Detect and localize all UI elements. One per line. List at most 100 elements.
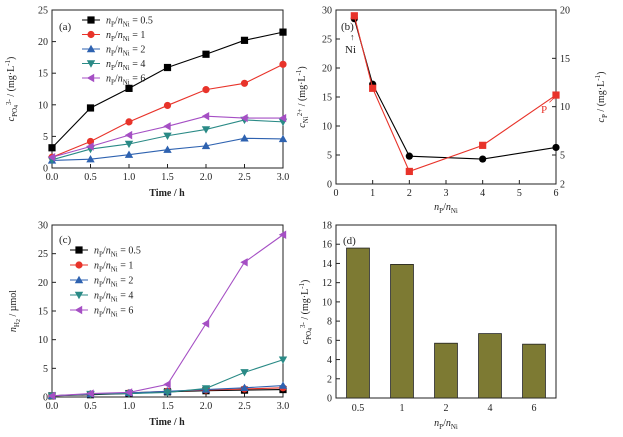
panel-b-right-y-tick-label: 5 bbox=[560, 151, 565, 162]
panel-b-point-ni bbox=[552, 143, 560, 152]
panel-a-point bbox=[86, 104, 95, 112]
panel-d-x-tick-label: 0.5 bbox=[352, 403, 365, 414]
panel-a-y-tick-label: 0 bbox=[43, 164, 48, 175]
panel-c-y-tick-label: 30 bbox=[38, 221, 48, 232]
panel-c-point bbox=[240, 369, 249, 377]
panel-d-y-tick-label: 14 bbox=[322, 259, 332, 270]
panel-b-x-tick-label: 3 bbox=[444, 188, 449, 199]
panel-d-y-tick-label: 10 bbox=[322, 297, 332, 308]
panel-a-point bbox=[278, 134, 288, 143]
panel-a-point bbox=[124, 150, 134, 158]
panel-c-x-axis-label: Time / h bbox=[149, 417, 185, 428]
panel-d-x-tick-label: 6 bbox=[532, 403, 537, 414]
panel-c-y-tick-label: 10 bbox=[38, 335, 48, 346]
panel-b-point-ni bbox=[405, 152, 413, 160]
panel-c-legend: nP/nNi = 0.5 nP/nNi = 1 nP/nNi = 2 nP/nNi =… bbox=[70, 246, 141, 319]
panel-a-x-tick-label: 3.0 bbox=[277, 172, 290, 183]
panel-c-legend-marker bbox=[74, 305, 83, 315]
panel-c-y-tick-label: 15 bbox=[38, 307, 48, 318]
panel-b-left-y-tick-label: 25 bbox=[322, 35, 332, 46]
panel-a-point bbox=[201, 111, 210, 121]
panel-a-point bbox=[240, 134, 249, 142]
panel-a-x-tick-label: 0.0 bbox=[46, 172, 59, 183]
panel-a-point bbox=[47, 153, 56, 162]
panel-c-legend-marker bbox=[74, 275, 84, 284]
panel-d-bar bbox=[390, 264, 414, 399]
panel-b-x-axis-label: nP/nNi bbox=[434, 202, 458, 215]
panel-a-line-chart: (a) Time / h cPO43- / (mg·L-1) 0.0 0.5 1.0… bbox=[4, 6, 289, 200]
panel-c-x-tick-label: 1.0 bbox=[123, 401, 136, 412]
panel-c-legend-label: nP/nNi = 0.5 bbox=[94, 246, 141, 259]
panel-a-legend-marker bbox=[87, 16, 95, 24]
panel-a-x-tick-label: 2.5 bbox=[238, 172, 251, 183]
panel-d-y-tick-label: 6 bbox=[327, 336, 332, 347]
svg-text:cPO43- / (mg·L-1): cPO43- / (mg·L-1) bbox=[298, 280, 314, 345]
panel-b-x-tick-label: 2 bbox=[407, 188, 412, 199]
panel-c-point bbox=[201, 385, 211, 393]
panel-c-x-tick-label: 0.5 bbox=[84, 401, 97, 412]
panel-b-x-tick-label: 5 bbox=[517, 188, 522, 199]
panel-d-y-tick-label: 12 bbox=[322, 278, 332, 289]
panel-a-x-axis-label: Time / h bbox=[149, 188, 185, 199]
panel-b-dual-axis-chart: (b) nP/nNi cNi2+ / (mg·L-1) cP / (mg·L-1… bbox=[295, 6, 609, 216]
panel-d-bar-chart: (d) nP/nNi cPO43- / (mg·L-1) 02468101214… bbox=[298, 221, 557, 431]
panel-a-legend-marker bbox=[86, 73, 95, 83]
panel-a-point bbox=[202, 50, 210, 58]
panel-b-point-p bbox=[552, 91, 560, 99]
panel-d-label: (d) bbox=[343, 235, 356, 247]
panel-a-x-tick-label: 2.0 bbox=[200, 172, 213, 183]
panel-b-left-y-axis-label: cNi2+ / (mg·L-1) bbox=[295, 66, 310, 127]
panel-b-point-p bbox=[369, 84, 377, 92]
panel-b-point-p bbox=[479, 141, 487, 149]
panel-d-x-tick-label: 1 bbox=[400, 403, 405, 414]
panel-d-x-axis-label: nP/nNi bbox=[434, 418, 458, 431]
panel-a-point bbox=[278, 113, 287, 123]
panel-b-right-y-tick-label: 10 bbox=[560, 102, 570, 113]
panel-b-left-y-tick-label: 20 bbox=[322, 64, 332, 75]
panel-a-x-tick-label: 1.0 bbox=[123, 172, 136, 183]
panel-b-left-y-tick-label: 30 bbox=[322, 6, 332, 17]
panel-a-y-tick-label: 15 bbox=[38, 69, 48, 80]
panel-a-y-axis-label: cPO43- / (mg·L-1) bbox=[4, 57, 20, 122]
panel-a-point bbox=[163, 132, 172, 140]
panel-a-point bbox=[163, 145, 172, 153]
panel-b-ni-annotation: Ni bbox=[345, 44, 356, 56]
panel-a-point bbox=[279, 28, 287, 36]
panel-d-bar bbox=[434, 342, 458, 399]
panel-a-point bbox=[48, 144, 56, 152]
panel-a-y-tick-label: 5 bbox=[43, 132, 48, 143]
panel-c-point bbox=[278, 356, 288, 364]
panel-a-legend-marker bbox=[87, 30, 95, 39]
panel-a-x-tick-label: 1.5 bbox=[161, 172, 174, 183]
panel-a-point bbox=[202, 86, 210, 94]
panel-d-x-tick-label: 4 bbox=[488, 403, 493, 414]
panel-b-left-y-tick-label: 5 bbox=[327, 151, 332, 162]
panel-a-point bbox=[86, 154, 95, 163]
panel-c-x-tick-label: 0.0 bbox=[46, 401, 59, 412]
panel-a-point bbox=[163, 101, 172, 110]
panel-a-legend-label: nP/nNi = 4 bbox=[106, 59, 145, 72]
panel-b-left-y-tick-label: 10 bbox=[322, 122, 332, 133]
panel-c-y-tick-label: 20 bbox=[38, 278, 48, 289]
panel-c-point bbox=[240, 258, 248, 267]
panel-b-left-y-tick-label: 15 bbox=[322, 93, 332, 104]
panel-c-y-tick-label: 0 bbox=[43, 393, 48, 404]
panel-b-right-y-tick-label: 20 bbox=[560, 6, 570, 17]
panel-d-y-tick-label: 4 bbox=[327, 355, 332, 366]
panel-c-legend-label: nP/nNi = 2 bbox=[94, 276, 133, 289]
panel-c-x-tick-label: 3.0 bbox=[277, 401, 290, 412]
panel-a-y-tick-label: 20 bbox=[38, 37, 48, 48]
panel-a-point bbox=[86, 142, 94, 151]
svg-text:cPO43- / (mg·L-1): cPO43- / (mg·L-1) bbox=[4, 57, 20, 122]
panel-c-point bbox=[86, 389, 94, 398]
panel-b-x-tick-label: 4 bbox=[480, 188, 485, 199]
panel-a-legend-label: nP/nNi = 6 bbox=[106, 74, 145, 87]
panel-a-point bbox=[240, 79, 249, 87]
panel-b-point-p bbox=[405, 167, 413, 176]
panel-c-legend-label: nP/nNi = 6 bbox=[94, 306, 133, 319]
panel-a-point bbox=[125, 84, 133, 92]
panel-c-x-tick-label: 1.5 bbox=[161, 401, 174, 412]
panel-c-x-tick-label: 2.0 bbox=[200, 401, 213, 412]
panel-a-point bbox=[163, 63, 172, 72]
panel-d-x-tick-label: 2 bbox=[444, 403, 449, 414]
